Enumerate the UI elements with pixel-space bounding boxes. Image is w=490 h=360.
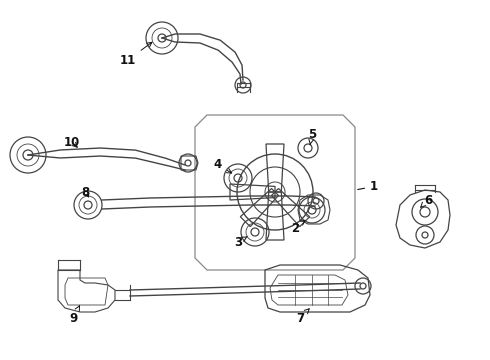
Text: 10: 10 [64, 135, 80, 148]
Text: 7: 7 [296, 309, 309, 324]
Text: 1: 1 [358, 180, 378, 193]
Text: 8: 8 [81, 185, 89, 198]
Text: 3: 3 [234, 235, 247, 248]
Text: 9: 9 [69, 306, 79, 324]
Text: 2: 2 [291, 220, 305, 234]
Text: 4: 4 [214, 158, 232, 173]
Text: 5: 5 [308, 129, 316, 144]
Text: 11: 11 [120, 42, 152, 67]
Text: 6: 6 [421, 194, 432, 207]
